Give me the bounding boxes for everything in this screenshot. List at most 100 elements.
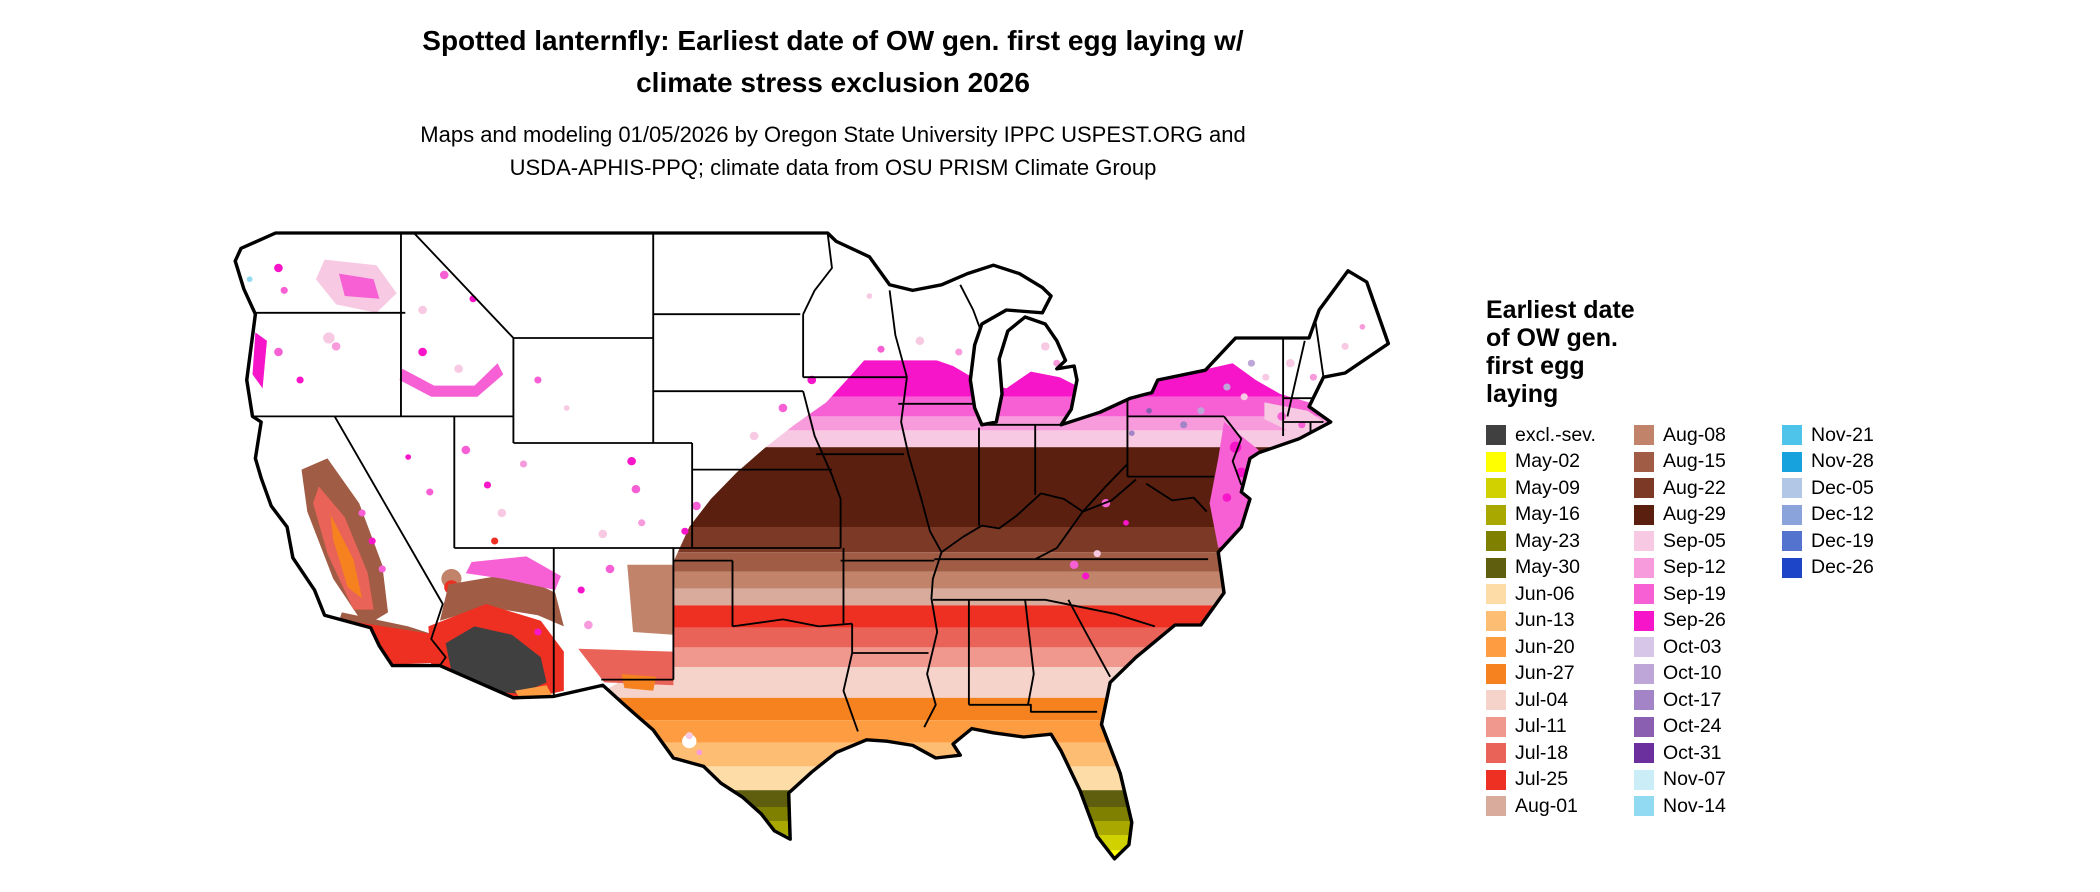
legend-entry: excl.-sev.	[1486, 422, 1614, 449]
legend-label: Jul-04	[1515, 688, 1569, 711]
region-s-new-england	[1264, 402, 1328, 436]
legend-swatch	[1486, 478, 1506, 499]
legend-entry: Jun-06	[1486, 581, 1614, 608]
legend-label: May-02	[1515, 450, 1581, 472]
legend-swatch	[1634, 796, 1654, 817]
legend-swatch	[1634, 425, 1654, 446]
legend-swatch	[1486, 663, 1506, 684]
legend-entry: Nov-14	[1634, 793, 1762, 820]
legend-label: Aug-08	[1663, 423, 1726, 446]
legend-label: Jun-06	[1515, 582, 1575, 605]
legend-swatch	[1782, 531, 1802, 552]
legend-swatch	[1634, 504, 1654, 525]
state-borders	[242, 233, 1331, 732]
legend-entry: Sep-19	[1634, 581, 1762, 608]
us-choropleth-map	[233, 231, 1391, 861]
legend-label: Sep-19	[1663, 582, 1726, 605]
legend-label: Sep-26	[1663, 609, 1726, 631]
legend-title: Earliest date of OW gen. first egg layin…	[1486, 296, 1635, 408]
legend-label: Dec-19	[1811, 529, 1874, 552]
legend-label: Jul-18	[1515, 741, 1569, 764]
legend-entry: Jun-20	[1486, 634, 1614, 661]
legend-label: Oct-10	[1663, 662, 1722, 684]
map-title: Spotted lanternfly: Earliest date of OW …	[422, 25, 1244, 98]
legend-swatch	[1634, 716, 1654, 737]
legend-swatch	[1486, 504, 1506, 525]
legend-swatch	[1634, 557, 1654, 578]
us-outline	[233, 231, 1391, 861]
legend-swatch	[1782, 425, 1802, 446]
legend-entry: Dec-12	[1782, 502, 1910, 529]
legend-label: Jun-27	[1515, 662, 1575, 684]
legend-label: Sep-05	[1663, 529, 1726, 552]
legend-swatch	[1782, 451, 1802, 472]
legend-column: excl.-sev. May-02 May-09 May-16 May-23 May-30…	[1486, 422, 1614, 820]
legend-swatch	[1782, 478, 1802, 499]
legend-columns: excl.-sev. May-02 May-09 May-16 May-23 May-30…	[1486, 422, 1910, 820]
legend-swatch	[1486, 690, 1506, 711]
legend-entry: Dec-05	[1782, 475, 1910, 502]
legend-entry: Aug-15	[1634, 449, 1762, 476]
legend-swatch	[1486, 796, 1506, 817]
region-east-nm	[627, 564, 674, 635]
legend-label: Sep-12	[1663, 556, 1726, 578]
legend-entry: Aug-29	[1634, 502, 1762, 529]
legend-entry: Jul-11	[1486, 714, 1614, 741]
region-az-north	[439, 573, 564, 627]
legend-entry: Sep-26	[1634, 608, 1762, 635]
legend-entry: Oct-17	[1634, 687, 1762, 714]
legend-column: Aug-08 Aug-15 Aug-22 Aug-29 Sep-05 Sep-12 Sep-…	[1634, 422, 1762, 820]
legend-swatch	[1634, 478, 1654, 499]
region-davis-mtns	[682, 734, 697, 749]
legend-entry: Aug-22	[1634, 475, 1762, 502]
legend-label: May-09	[1515, 476, 1581, 499]
us-map-container	[228, 212, 1446, 884]
legend-label: Oct-03	[1663, 635, 1722, 658]
legend-swatch	[1634, 637, 1654, 658]
legend-label: Jul-11	[1515, 715, 1567, 737]
legend-label: Jun-20	[1515, 635, 1575, 658]
legend-entry: May-30	[1486, 555, 1614, 582]
legend-entry: Jul-25	[1486, 767, 1614, 794]
legend-entry: Nov-28	[1782, 449, 1910, 476]
legend-swatch	[1486, 743, 1506, 764]
legend-swatch	[1782, 557, 1802, 578]
map-legend: Earliest date of OW gen. first egg layin…	[1486, 296, 1910, 820]
legend-label: Aug-15	[1663, 450, 1726, 472]
legend-label: Nov-07	[1663, 768, 1726, 790]
legend-entry: Oct-10	[1634, 661, 1762, 688]
legend-column: Nov-21 Nov-28 Dec-05 Dec-12 Dec-19 Dec-26	[1782, 422, 1910, 581]
legend-label: Aug-29	[1663, 503, 1726, 525]
region-willamette	[252, 332, 267, 389]
legend-entry: Oct-24	[1634, 714, 1762, 741]
legend-entry: Jul-04	[1486, 687, 1614, 714]
legend-label: Oct-31	[1663, 741, 1722, 764]
legend-swatch	[1486, 637, 1506, 658]
legend-entry: May-09	[1486, 475, 1614, 502]
legend-label: excl.-sev.	[1515, 423, 1596, 446]
legend-label: May-23	[1515, 529, 1581, 552]
legend-entry: Nov-07	[1634, 767, 1762, 794]
legend-entry: May-23	[1486, 528, 1614, 555]
legend-entry: Jun-13	[1486, 608, 1614, 635]
legend-entry: Dec-26	[1782, 555, 1910, 582]
legend-entry: Nov-21	[1782, 422, 1910, 449]
legend-swatch	[1486, 716, 1506, 737]
legend-label: Dec-12	[1811, 503, 1874, 525]
legend-entry: Oct-03	[1634, 634, 1762, 661]
legend-label: Dec-26	[1811, 556, 1874, 578]
region-south-nm	[578, 648, 674, 686]
legend-label: Aug-01	[1515, 794, 1578, 817]
legend-label: Aug-22	[1663, 476, 1726, 499]
legend-label: Nov-21	[1811, 423, 1874, 446]
legend-swatch	[1634, 743, 1654, 764]
legend-swatch	[1486, 610, 1506, 631]
legend-entry: Sep-12	[1634, 555, 1762, 582]
legend-swatch	[1634, 451, 1654, 472]
region-snake-plain	[399, 363, 504, 397]
legend-swatch	[1486, 769, 1506, 790]
legend-swatch	[1634, 690, 1654, 711]
legend-swatch	[1634, 610, 1654, 631]
legend-swatch	[1634, 584, 1654, 605]
legend-swatch	[1634, 531, 1654, 552]
